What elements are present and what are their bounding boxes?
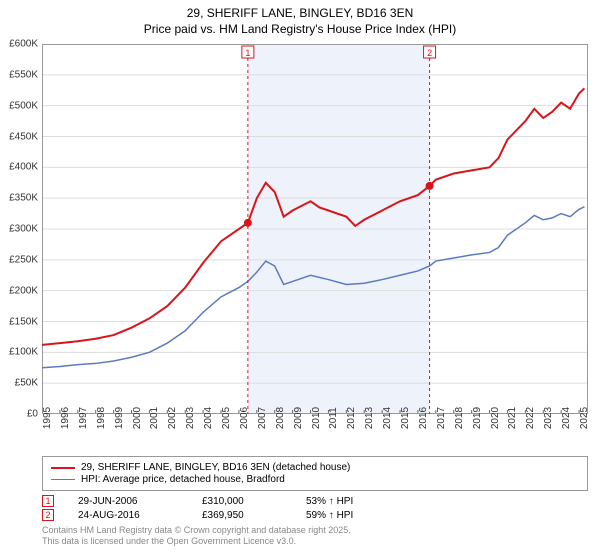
y-tick-label: £600K — [9, 39, 42, 50]
x-tick-label: 1997 — [78, 407, 89, 429]
x-tick-label: 2005 — [221, 407, 232, 429]
transaction-date: 29-JUN-2006 — [78, 496, 178, 507]
y-tick-label: £150K — [9, 316, 42, 327]
line-chart-svg: 12 — [42, 44, 588, 414]
x-tick-label: 2003 — [185, 407, 196, 429]
svg-text:1: 1 — [245, 48, 250, 58]
x-tick-label: 2014 — [382, 407, 393, 429]
x-tick-label: 2022 — [525, 407, 536, 429]
x-tick-label: 2020 — [490, 407, 501, 429]
y-tick-label: £250K — [9, 254, 42, 265]
transaction-marker-icon: 1 — [42, 495, 54, 507]
x-tick-label: 2021 — [507, 407, 518, 429]
x-tick-label: 1996 — [60, 407, 71, 429]
x-tick-label: 2009 — [293, 407, 304, 429]
legend-label: 29, SHERIFF LANE, BINGLEY, BD16 3EN (det… — [81, 462, 350, 473]
y-tick-label: £100K — [9, 347, 42, 358]
transaction-marker-icon: 2 — [42, 509, 54, 521]
x-tick-label: 2013 — [364, 407, 375, 429]
y-tick-label: £300K — [9, 224, 42, 235]
transaction-row: 1 29-JUN-2006 £310,000 53% ↑ HPI — [42, 495, 588, 507]
x-tick-label: 1999 — [114, 407, 125, 429]
x-tick-label: 2002 — [167, 407, 178, 429]
x-tick-label: 2025 — [579, 407, 590, 429]
x-tick-label: 2004 — [203, 407, 214, 429]
legend-swatch — [51, 467, 75, 469]
attribution-line: This data is licensed under the Open Gov… — [42, 536, 588, 547]
x-tick-label: 2008 — [275, 407, 286, 429]
x-tick-label: 2016 — [418, 407, 429, 429]
y-tick-label: £50K — [15, 378, 42, 389]
y-tick-label: £550K — [9, 69, 42, 80]
svg-text:2: 2 — [427, 48, 432, 58]
y-tick-label: £400K — [9, 162, 42, 173]
y-tick-label: £450K — [9, 131, 42, 142]
transaction-list: 1 29-JUN-2006 £310,000 53% ↑ HPI 2 24-AUG-201… — [42, 495, 588, 521]
x-tick-label: 2006 — [239, 407, 250, 429]
x-axis-labels: 1995199619971998199920002001200220032004… — [42, 414, 600, 450]
x-tick-label: 1995 — [42, 407, 53, 429]
x-tick-label: 2001 — [149, 407, 160, 429]
plot-area: £0£50K£100K£150K£200K£250K£300K£350K£400… — [42, 44, 600, 414]
legend-item: HPI: Average price, detached house, Brad… — [51, 474, 579, 485]
transaction-delta: 53% ↑ HPI — [306, 496, 353, 507]
chart-title: 29, SHERIFF LANE, BINGLEY, BD16 3EN — [0, 0, 600, 22]
legend-label: HPI: Average price, detached house, Brad… — [81, 474, 285, 485]
x-tick-label: 2023 — [543, 407, 554, 429]
x-tick-label: 2015 — [400, 407, 411, 429]
transaction-date: 24-AUG-2016 — [78, 510, 178, 521]
x-tick-label: 2018 — [454, 407, 465, 429]
y-tick-label: £200K — [9, 285, 42, 296]
transaction-price: £310,000 — [202, 496, 282, 507]
y-tick-label: £500K — [9, 100, 42, 111]
transaction-delta: 59% ↑ HPI — [306, 510, 353, 521]
x-tick-label: 2017 — [436, 407, 447, 429]
attribution-line: Contains HM Land Registry data © Crown c… — [42, 525, 588, 536]
x-tick-label: 2019 — [472, 407, 483, 429]
x-tick-label: 2010 — [311, 407, 322, 429]
y-tick-label: £0 — [27, 409, 42, 420]
legend-swatch — [51, 479, 75, 481]
attribution-text: Contains HM Land Registry data © Crown c… — [42, 525, 588, 547]
x-tick-label: 2007 — [257, 407, 268, 429]
y-tick-label: £350K — [9, 193, 42, 204]
x-tick-label: 2000 — [132, 407, 143, 429]
legend: 29, SHERIFF LANE, BINGLEY, BD16 3EN (det… — [42, 456, 588, 491]
x-tick-label: 1998 — [96, 407, 107, 429]
chart-subtitle: Price paid vs. HM Land Registry's House … — [0, 22, 600, 44]
x-tick-label: 2011 — [328, 407, 339, 429]
x-tick-label: 2024 — [561, 407, 572, 429]
x-tick-label: 2012 — [346, 407, 357, 429]
transaction-row: 2 24-AUG-2016 £369,950 59% ↑ HPI — [42, 509, 588, 521]
transaction-price: £369,950 — [202, 510, 282, 521]
chart-container: 29, SHERIFF LANE, BINGLEY, BD16 3EN Pric… — [0, 0, 600, 560]
legend-item: 29, SHERIFF LANE, BINGLEY, BD16 3EN (det… — [51, 462, 579, 473]
